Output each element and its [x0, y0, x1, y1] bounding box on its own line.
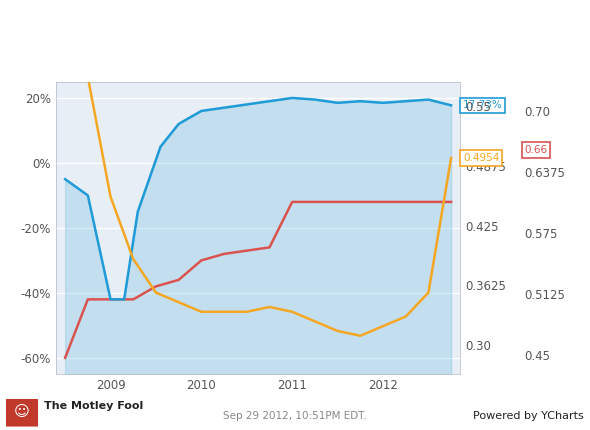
Text: 0.4954: 0.4954 — [463, 153, 499, 163]
FancyBboxPatch shape — [5, 399, 40, 427]
Text: 0.66: 0.66 — [525, 145, 548, 155]
Text: 17.73%: 17.73% — [463, 100, 503, 111]
Text: Sep 29 2012, 10:51PM EDT.: Sep 29 2012, 10:51PM EDT. — [223, 412, 367, 421]
Text: The Motley Fool: The Motley Fool — [44, 401, 143, 411]
Text: ☺: ☺ — [14, 404, 30, 419]
Text: Powered by YCharts: Powered by YCharts — [473, 412, 584, 421]
